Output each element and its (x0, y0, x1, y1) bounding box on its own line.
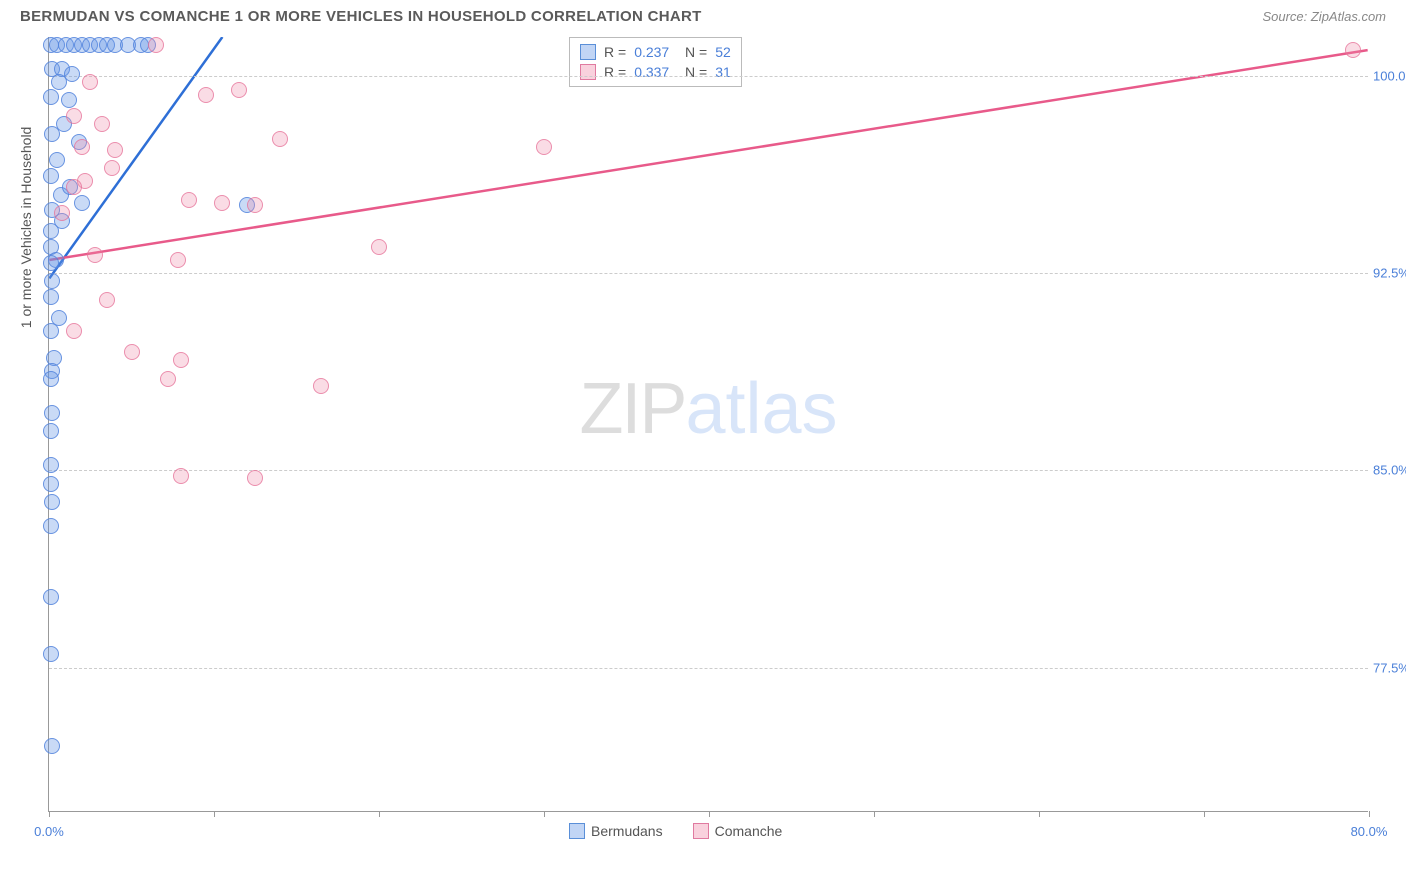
scatter-point (107, 142, 123, 158)
scatter-point (43, 518, 59, 534)
ytick-label: 77.5% (1373, 660, 1406, 675)
scatter-point (43, 646, 59, 662)
xtick (544, 811, 545, 817)
source-label: Source: ZipAtlas.com (1262, 9, 1386, 24)
scatter-point (247, 197, 263, 213)
scatter-point (536, 139, 552, 155)
trendlines-svg (49, 37, 1368, 811)
scatter-point (148, 37, 164, 53)
legend-stats-row-comanche: R = 0.337 N = 31 (580, 62, 731, 82)
scatter-point (181, 192, 197, 208)
y-axis-label: 1 or more Vehicles in Household (18, 127, 34, 329)
legend-stats-row-bermudans: R = 0.237 N = 52 (580, 42, 731, 62)
scatter-point (43, 168, 59, 184)
ytick-label: 100.0% (1373, 69, 1406, 84)
legend-stats-box: R = 0.237 N = 52 R = 0.337 N = 31 (569, 37, 742, 87)
scatter-point (74, 195, 90, 211)
gridline-h (49, 470, 1368, 471)
legend-item-comanche: Comanche (693, 823, 783, 839)
xtick (874, 811, 875, 817)
xtick (709, 811, 710, 817)
scatter-point (198, 87, 214, 103)
scatter-point (43, 289, 59, 305)
scatter-point (66, 108, 82, 124)
scatter-point (44, 738, 60, 754)
scatter-point (43, 255, 59, 271)
legend-item-bermudans: Bermudans (569, 823, 663, 839)
scatter-point (173, 468, 189, 484)
ytick-label: 92.5% (1373, 266, 1406, 281)
scatter-point (104, 160, 120, 176)
scatter-point (43, 89, 59, 105)
swatch-pink-icon (580, 64, 596, 80)
swatch-blue-icon (580, 44, 596, 60)
scatter-point (82, 74, 98, 90)
scatter-point (1345, 42, 1361, 58)
scatter-point (87, 247, 103, 263)
xtick (379, 811, 380, 817)
watermark-atlas: atlas (685, 369, 837, 449)
xtick (1369, 811, 1370, 817)
r-label: R = (604, 64, 626, 80)
legend-label-bermudans: Bermudans (591, 823, 663, 839)
scatter-point (43, 371, 59, 387)
xtick (49, 811, 50, 817)
gridline-h (49, 668, 1368, 669)
scatter-point (43, 323, 59, 339)
watermark: ZIPatlas (579, 368, 837, 450)
ytick-label: 85.0% (1373, 463, 1406, 478)
chart-container: 1 or more Vehicles in Household ZIPatlas… (0, 29, 1406, 859)
chart-title: BERMUDAN VS COMANCHE 1 OR MORE VEHICLES … (20, 8, 702, 25)
header: BERMUDAN VS COMANCHE 1 OR MORE VEHICLES … (0, 0, 1406, 29)
scatter-point (44, 494, 60, 510)
n-value-comanche: 31 (715, 64, 731, 80)
scatter-point (51, 74, 67, 90)
scatter-point (313, 378, 329, 394)
scatter-point (272, 131, 288, 147)
scatter-point (247, 470, 263, 486)
scatter-point (74, 139, 90, 155)
scatter-point (94, 116, 110, 132)
r-value-bermudans: 0.237 (634, 44, 669, 60)
scatter-point (43, 589, 59, 605)
scatter-point (160, 371, 176, 387)
xtick (1204, 811, 1205, 817)
swatch-blue-icon (569, 823, 585, 839)
swatch-pink-icon (693, 823, 709, 839)
scatter-point (66, 323, 82, 339)
scatter-point (214, 195, 230, 211)
gridline-h (49, 273, 1368, 274)
scatter-point (99, 292, 115, 308)
scatter-point (44, 405, 60, 421)
scatter-point (44, 273, 60, 289)
scatter-point (173, 352, 189, 368)
scatter-point (54, 205, 70, 221)
xtick-label: 0.0% (34, 824, 64, 839)
scatter-point (61, 92, 77, 108)
watermark-zip: ZIP (579, 369, 685, 449)
xtick (214, 811, 215, 817)
scatter-point (124, 344, 140, 360)
legend-bottom: Bermudans Comanche (569, 823, 782, 839)
scatter-point (43, 423, 59, 439)
plot-area: ZIPatlas R = 0.237 N = 52 R = 0.337 N = … (48, 37, 1368, 812)
n-label: N = (677, 44, 707, 60)
scatter-point (43, 476, 59, 492)
r-value-comanche: 0.337 (634, 64, 669, 80)
scatter-point (43, 457, 59, 473)
scatter-point (371, 239, 387, 255)
scatter-point (49, 152, 65, 168)
scatter-point (66, 179, 82, 195)
scatter-point (170, 252, 186, 268)
n-label: N = (677, 64, 707, 80)
legend-label-comanche: Comanche (715, 823, 783, 839)
scatter-point (231, 82, 247, 98)
n-value-bermudans: 52 (715, 44, 731, 60)
xtick-label: 80.0% (1351, 824, 1388, 839)
xtick (1039, 811, 1040, 817)
gridline-h (49, 76, 1368, 77)
r-label: R = (604, 44, 626, 60)
